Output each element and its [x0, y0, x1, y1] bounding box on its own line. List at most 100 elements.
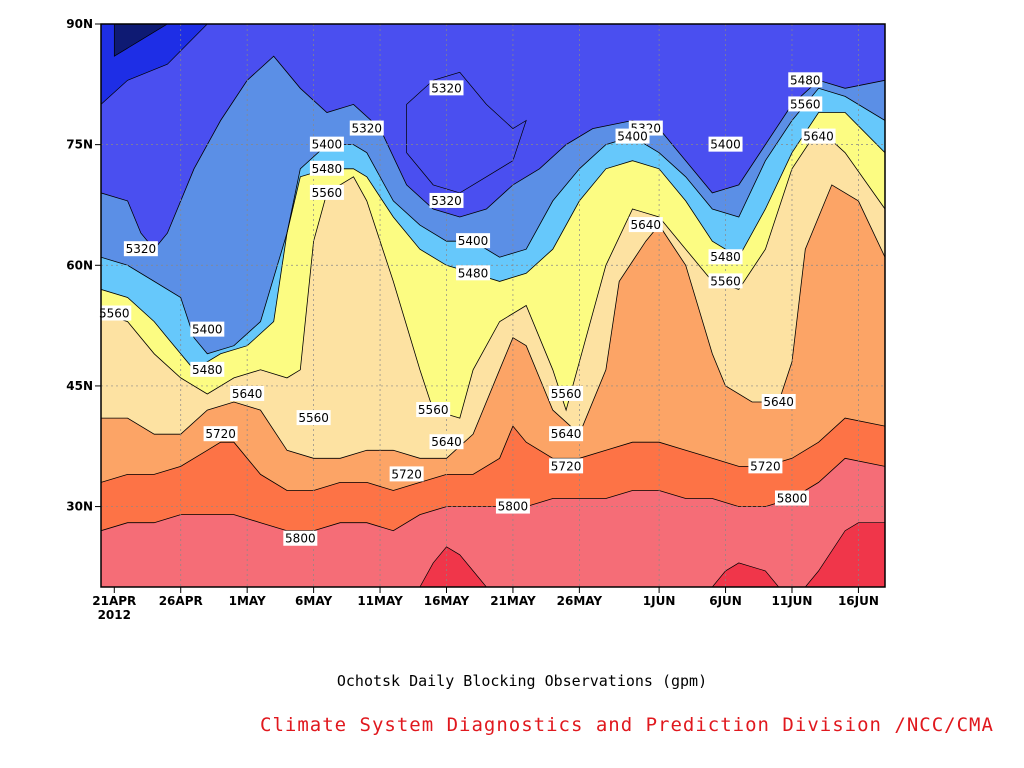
- contour-label-5640: 5640: [230, 385, 265, 401]
- contour-label-5800: 5800: [774, 490, 809, 506]
- contour-label-text: 5480: [790, 73, 821, 87]
- contour-label-text: 5400: [710, 138, 741, 152]
- y-axis: 90N 75N 60N 45N 30N: [66, 17, 101, 514]
- contour-label-bg: [456, 265, 491, 281]
- contour-label-text: 5320: [431, 194, 462, 208]
- contour-label-text: 5400: [192, 323, 223, 337]
- x-tick-label: 11JUN: [772, 594, 813, 608]
- contour-label-bg: [190, 361, 225, 377]
- contour-label-5720: 5720: [549, 458, 584, 474]
- contour-label-5640: 5640: [628, 217, 663, 233]
- contour-label-text: 5480: [312, 162, 343, 176]
- contour-label-5560: 5560: [708, 273, 743, 289]
- y-tick-label: 75N: [66, 138, 93, 152]
- x-tick-label: 6MAY: [295, 594, 332, 608]
- contour-label-5640: 5640: [761, 394, 796, 410]
- contour-label-text: 5560: [99, 307, 130, 321]
- contour-label-bg: [748, 458, 783, 474]
- contour-label-bg: [761, 394, 796, 410]
- contour-label-text: 5480: [192, 363, 223, 377]
- contour-label-bg: [549, 426, 584, 442]
- contour-label-text: 5560: [790, 97, 821, 111]
- credit-text: Climate System Diagnostics and Predictio…: [260, 714, 994, 736]
- plot-area: 5320532053205320532054005400540054005400…: [97, 23, 886, 588]
- contour-label-bg: [230, 385, 265, 401]
- contour-line-5320: [101, 55, 885, 250]
- contour-label-5320: 5320: [349, 120, 384, 136]
- contour-label-text: 5400: [617, 130, 648, 144]
- contour-label-bg: [283, 530, 318, 546]
- contour-label-bg: [97, 305, 132, 321]
- contour-label-5800: 5800: [283, 530, 318, 546]
- contour-label-text: 5560: [312, 186, 343, 200]
- contour-label-5480: 5480: [309, 160, 344, 176]
- contour-label-5720: 5720: [748, 458, 783, 474]
- contour-label-text: 5640: [631, 218, 662, 232]
- contour-label-text: 5320: [431, 81, 462, 95]
- contour-label-5560: 5560: [97, 305, 132, 321]
- contour-label-bg: [549, 458, 584, 474]
- contour-label-5400: 5400: [708, 136, 743, 152]
- contour-label-5800: 5800: [495, 498, 530, 514]
- contour-label-text: 5720: [205, 427, 236, 441]
- contour-label-text: 5640: [803, 130, 834, 144]
- contour-label-bg: [429, 192, 464, 208]
- contour-label-text: 5800: [285, 532, 316, 546]
- contour-label-5480: 5480: [708, 249, 743, 265]
- y-tick-label: 30N: [66, 500, 93, 514]
- band-above-5800: [101, 458, 885, 587]
- contour-label-5560: 5560: [788, 96, 823, 112]
- contour-label-bg: [801, 128, 836, 144]
- contour-label-text: 5320: [126, 242, 157, 256]
- contour-label-bg: [495, 498, 530, 514]
- closed-region-1: [711, 562, 780, 587]
- contour-label-text: 5480: [458, 266, 489, 280]
- contour-label-5560: 5560: [296, 410, 331, 426]
- x-tick-label: 26MAY: [557, 594, 603, 608]
- closed-region-2: [804, 522, 885, 587]
- contour-labels: 5320532053205320532054005400540054005400…: [97, 72, 836, 546]
- contour-label-bg: [615, 128, 650, 144]
- contour-label-text: 5720: [391, 467, 422, 481]
- contour-label-text: 5400: [458, 234, 489, 248]
- y-tick-label: 45N: [66, 379, 93, 393]
- contour-label-5400: 5400: [456, 233, 491, 249]
- contour-label-5640: 5640: [801, 128, 836, 144]
- x-tick-label: 21APR: [92, 594, 136, 608]
- contour-label-5720: 5720: [203, 426, 238, 442]
- x-tick-label: 16JUN: [838, 594, 879, 608]
- contour-label-text: 5640: [551, 427, 582, 441]
- contour-label-5400: 5400: [615, 128, 650, 144]
- contour-label-5720: 5720: [389, 466, 424, 482]
- contour-label-5480: 5480: [456, 265, 491, 281]
- contour-line-5720: [101, 417, 885, 491]
- contour-label-5640: 5640: [429, 434, 464, 450]
- x-axis: 21APR 26APR 1MAY 6MAY 11MAY 16MAY 21MAY 26MAY 1J…: [92, 587, 879, 622]
- contour-label-text: 5560: [298, 411, 329, 425]
- contour-label-text: 5640: [763, 395, 794, 409]
- x-tick-label: 21MAY: [490, 594, 536, 608]
- contour-label-bg: [309, 184, 344, 200]
- contour-label-text: 5640: [431, 435, 462, 449]
- gridlines: [101, 24, 885, 587]
- contour-label-text: 5400: [312, 138, 343, 152]
- contour-label-5640: 5640: [549, 426, 584, 442]
- contour-label-5320: 5320: [429, 192, 464, 208]
- closed-region-3: [406, 71, 527, 194]
- contour-label-text: 5800: [498, 500, 529, 514]
- x-tick-label: 16MAY: [424, 594, 470, 608]
- x-tick-label: 26APR: [159, 594, 203, 608]
- contour-label-bg: [708, 273, 743, 289]
- contour-label-text: 5720: [750, 459, 781, 473]
- contour-label-bg: [456, 233, 491, 249]
- contour-label-5320: 5320: [123, 241, 158, 257]
- contour-label-text: 5560: [418, 403, 449, 417]
- x-tick-label: 6JUN: [709, 594, 742, 608]
- contour-label-text: 5640: [232, 387, 263, 401]
- x-tick-label: 1MAY: [229, 594, 266, 608]
- x-tick-label: 11MAY: [357, 594, 403, 608]
- contour-label-text: 5560: [710, 274, 741, 288]
- contour-label-bg: [123, 241, 158, 257]
- contour-label-5400: 5400: [190, 321, 225, 337]
